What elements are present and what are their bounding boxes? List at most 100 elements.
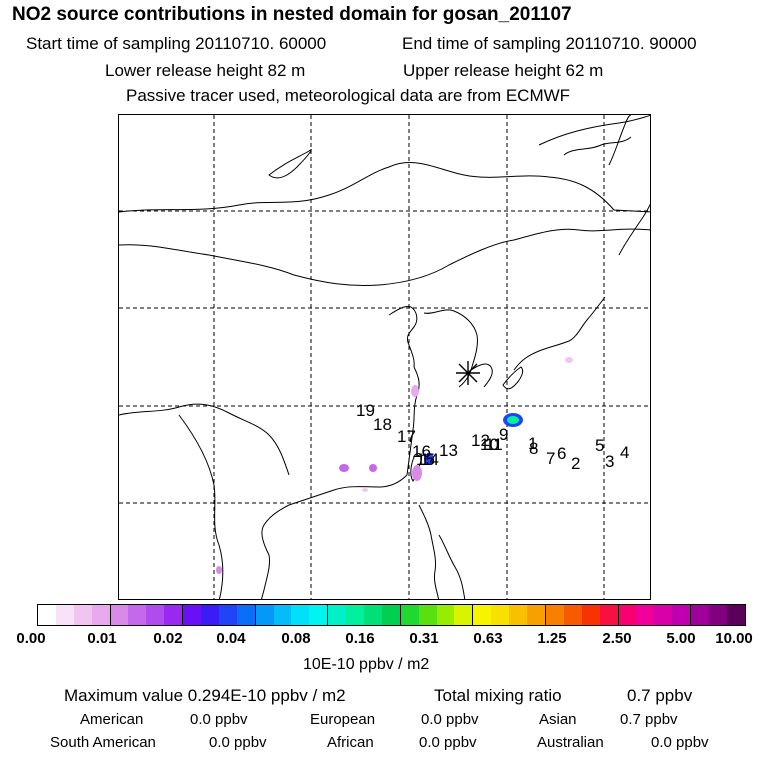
trajectory-label-9: 9 — [499, 425, 508, 444]
colorbar-tick: 0.04 — [216, 630, 246, 647]
trajectory-label-7: 7 — [546, 449, 555, 468]
colorbar-swatch — [164, 605, 183, 625]
colorbar-tick: 0.01 — [87, 630, 117, 647]
total-mixing-value: 0.7 ppbv — [627, 686, 693, 705]
graticule — [119, 115, 650, 599]
coastlines — [119, 115, 650, 599]
region-value: 0.0 ppbv — [209, 734, 267, 751]
colorbar-swatch — [346, 605, 365, 625]
colorbar-tick: 5.00 — [666, 630, 696, 647]
region-value: 0.0 ppbv — [651, 734, 709, 751]
colorbar-tick: 10.00 — [715, 630, 753, 647]
region-name: Asian — [539, 711, 577, 728]
trajectory-label-11: 11 — [485, 435, 503, 454]
colorbar-swatch — [690, 605, 709, 625]
colorbar-units: 10E-10 ppbv / m2 — [303, 656, 430, 673]
region-name: European — [310, 711, 376, 728]
colorbar-tick: 0.16 — [345, 630, 375, 647]
colorbar — [37, 604, 746, 626]
colorbar-swatch — [55, 605, 74, 625]
map-panel: 19 18 17 16 15 14 13 12 11 10 9 8 7 6 5 … — [118, 114, 651, 600]
colorbar-swatch — [708, 605, 727, 625]
region-value: 0.0 ppbv — [190, 711, 248, 728]
colorbar-swatch — [128, 605, 147, 625]
trajectory-label-3: 3 — [605, 452, 614, 471]
colorbar-swatch — [201, 605, 219, 625]
trajectory-label-6: 6 — [557, 444, 566, 463]
maximum-value-label: Maximum value 0.294E-10 ppbv / m2 — [64, 686, 346, 705]
region-value: 0.0 ppbv — [419, 734, 477, 751]
colorbar-swatch — [563, 605, 582, 625]
region-name: South American — [50, 734, 156, 751]
region-name: African — [327, 734, 374, 751]
trajectory-label-17: 17 — [397, 427, 416, 446]
colorbar-swatch — [509, 605, 528, 625]
map-canvas: 19 18 17 16 15 14 13 12 11 10 9 8 7 6 5 … — [119, 115, 650, 599]
region-value: 0.0 ppbv — [421, 711, 479, 728]
trajectory-label-8: 8 — [529, 439, 538, 458]
trajectory-labels: 19 18 17 16 15 14 13 12 11 10 9 8 7 6 5 … — [356, 401, 629, 473]
colorbar-swatch — [617, 605, 637, 625]
colorbar-tick: 0.31 — [409, 630, 439, 647]
colorbar-swatch — [146, 605, 165, 625]
colorbar-swatch — [309, 605, 328, 625]
colorbar-swatch — [436, 605, 455, 625]
colorbar-swatch — [599, 605, 618, 625]
trajectory-label-1: 1 — [528, 434, 537, 453]
colorbar-swatch — [381, 605, 400, 625]
region-name: Australian — [537, 734, 604, 751]
colorbar-tick: 0.00 — [16, 630, 46, 647]
colorbar-swatch — [364, 605, 382, 625]
trajectory-label-4: 4 — [620, 443, 629, 462]
colorbar-swatch — [636, 605, 655, 625]
colorbar-swatch — [291, 605, 310, 625]
colorbar-swatch — [91, 605, 110, 625]
map-title: NO2 source contributions in nested domai… — [12, 4, 572, 25]
trajectory-label-5: 5 — [595, 436, 604, 455]
total-mixing-label: Total mixing ratio — [434, 686, 562, 705]
colorbar-swatch — [236, 605, 255, 625]
colorbar-swatch — [273, 605, 292, 625]
colorbar-swatch — [544, 605, 564, 625]
colorbar-swatch — [38, 605, 56, 625]
colorbar-swatch — [672, 605, 691, 625]
colorbar-swatch — [399, 605, 419, 625]
trajectory-label-19: 19 — [356, 401, 375, 420]
colorbar-tick: 0.08 — [281, 630, 311, 647]
colorbar-swatch — [109, 605, 129, 625]
colorbar-swatch — [454, 605, 473, 625]
start-time-label: Start time of sampling 20110710. 60000 — [26, 34, 327, 53]
concentration-patches — [216, 357, 573, 574]
colorbar-swatch — [254, 605, 274, 625]
colorbar-swatch — [527, 605, 545, 625]
trajectory-label-12: 12 — [471, 431, 490, 450]
colorbar-swatch — [218, 605, 237, 625]
colorbar-swatch — [491, 605, 510, 625]
colorbar-tick: 1.25 — [537, 630, 567, 647]
end-time-label: End time of sampling 20110710. 90000 — [402, 34, 697, 53]
trajectory-label-16: 16 — [412, 442, 431, 461]
colorbar-swatch — [581, 605, 600, 625]
region-name: American — [80, 711, 144, 728]
lower-height-label: Lower release height 82 m — [105, 61, 306, 80]
colorbar-swatch — [726, 605, 745, 625]
colorbar-tick: 0.02 — [153, 630, 183, 647]
trajectory-label-2: 2 — [571, 454, 580, 473]
upper-height-label: Upper release height 62 m — [403, 61, 604, 80]
colorbar-swatch — [472, 605, 492, 625]
colorbar-tick: 0.63 — [473, 630, 503, 647]
trajectory-label-13: 13 — [439, 441, 458, 460]
trajectory-label-18: 18 — [373, 415, 392, 434]
colorbar-swatch — [654, 605, 673, 625]
colorbar-swatch — [73, 605, 92, 625]
asterisk-icon — [456, 361, 480, 385]
colorbar-swatch — [327, 605, 347, 625]
trajectory-label-10: 10 — [480, 435, 499, 454]
trajectory-label-14: 14 — [420, 450, 439, 469]
region-value: 0.7 ppbv — [620, 711, 678, 728]
colorbar-swatch — [418, 605, 437, 625]
colorbar-tick: 2.50 — [602, 630, 632, 647]
colorbar-swatch — [182, 605, 202, 625]
trajectory-label-15: 15 — [416, 450, 435, 469]
tracer-note: Passive tracer used, meteorological data… — [126, 86, 571, 105]
